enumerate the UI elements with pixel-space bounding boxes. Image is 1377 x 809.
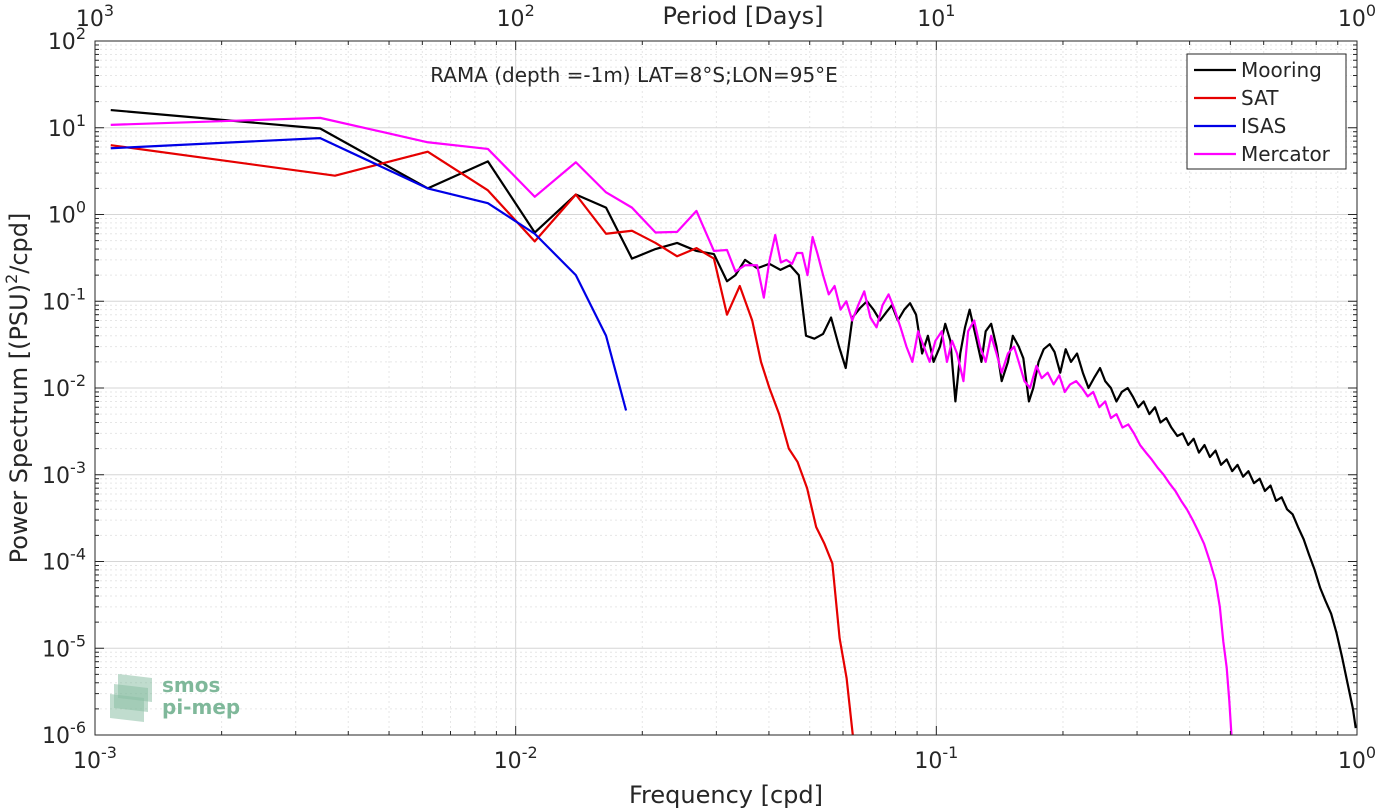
x-axis-title: Frequency [cpd] (629, 781, 823, 809)
logo-text-line1: smos (162, 673, 220, 697)
y-axis-title-sup: 2 (2, 274, 21, 284)
legend-label-isas: ISAS (1241, 114, 1286, 138)
y-axis-title-tail: /cpd] (5, 213, 33, 274)
y-tick-label: 100 (48, 198, 86, 229)
top-tick-label: 103 (76, 1, 114, 32)
y-axis-title-main: Power Spectrum [(PSU) (5, 284, 33, 563)
series-line-mooring (110, 108, 1357, 729)
chart-title: RAMA (depth =-1m) LAT=8°S;LON=95°E (430, 63, 838, 87)
top-tick-label: 100 (1338, 1, 1376, 32)
legend: Mooring SAT ISAS Mercator (1186, 53, 1347, 170)
smos-pi-mep-logo: smos pi-mep (110, 673, 240, 722)
x-tick-label: 10-2 (494, 743, 538, 774)
series-line-isas (110, 136, 628, 411)
legend-box (1186, 53, 1347, 170)
top-tick-label: 102 (497, 1, 535, 32)
logo-mark (110, 674, 152, 722)
legend-label-mooring: Mooring (1241, 58, 1322, 82)
legend-label-mercator: Mercator (1241, 142, 1331, 166)
y-tick-label: 10-5 (42, 631, 86, 662)
y-tick-label: 102 (48, 24, 86, 55)
series-line-sat (110, 144, 854, 735)
y-tick-label: 10-4 (42, 545, 86, 576)
y-tick-label: 10-1 (42, 284, 86, 315)
series-line-mercator (110, 116, 1233, 735)
x-tick-label: 10-1 (914, 743, 958, 774)
tick-marks (94, 40, 1358, 736)
top-axis-title: Period [Days] (662, 2, 823, 30)
y-tick-label: 10-6 (42, 718, 86, 749)
logo-text-line2: pi-mep (162, 695, 240, 719)
top-tick-label: 101 (917, 1, 955, 32)
legend-label-sat: SAT (1241, 86, 1279, 110)
minor-grid (95, 41, 1357, 735)
y-axis-title: Power Spectrum [(PSU)2/cpd] (2, 213, 33, 564)
y-tick-label: 101 (48, 111, 86, 142)
x-tick-label: 100 (1338, 743, 1376, 774)
series-layer (110, 108, 1357, 735)
x-tick-label: 10-3 (73, 743, 117, 774)
y-tick-label: 10-3 (42, 458, 86, 489)
y-tick-label: 10-2 (42, 371, 86, 402)
